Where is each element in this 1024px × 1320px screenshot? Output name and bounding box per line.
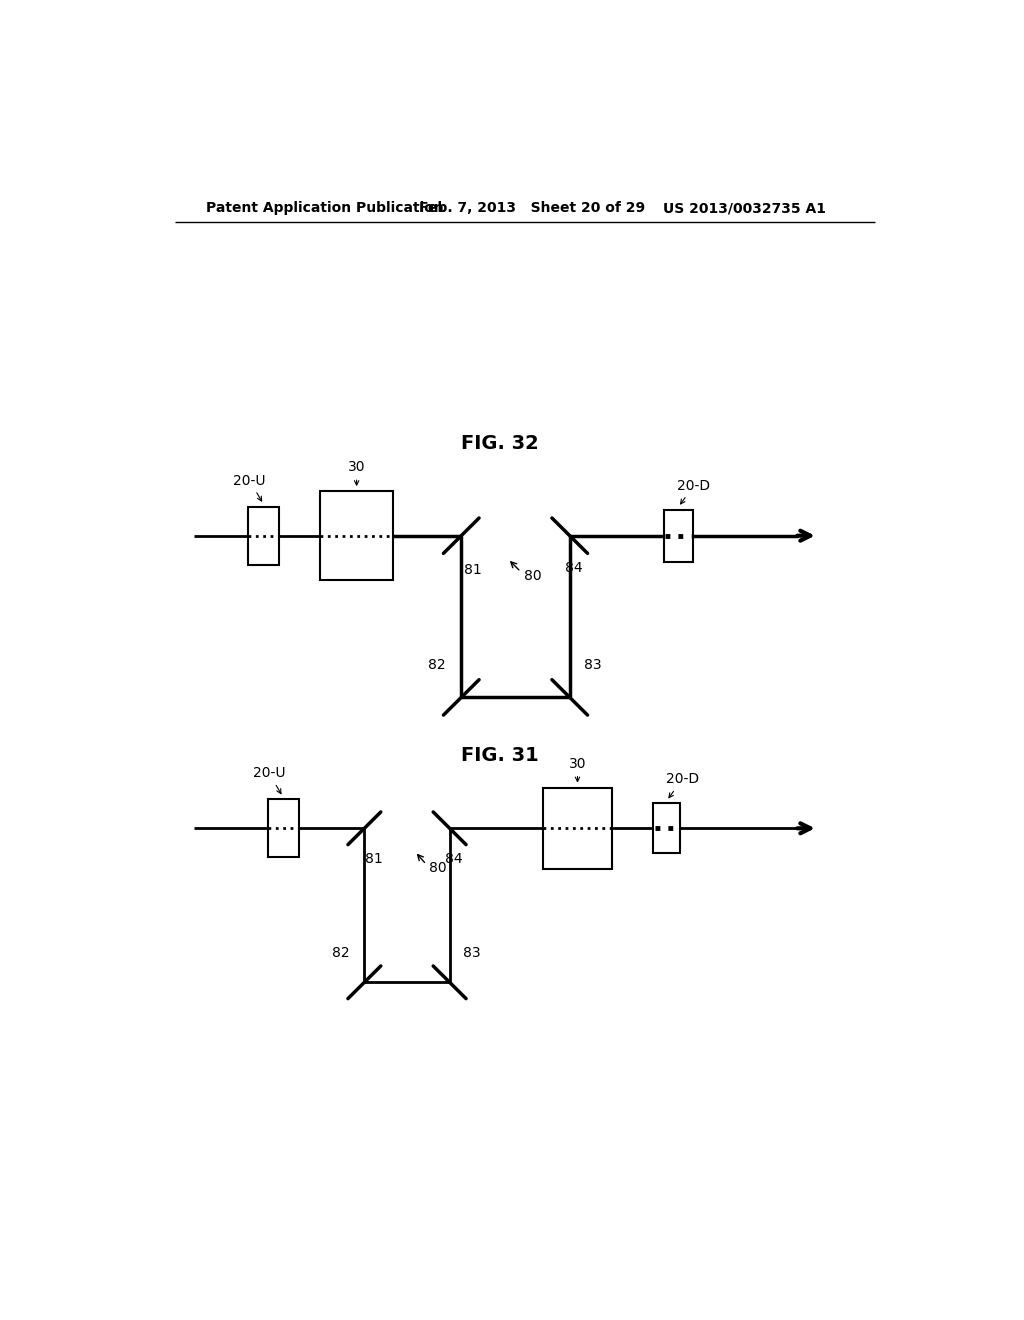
Bar — [267, 800, 299, 857]
Bar — [319, 491, 393, 579]
Text: 84: 84 — [565, 561, 583, 576]
Text: 83: 83 — [584, 659, 602, 672]
Text: 83: 83 — [463, 946, 480, 960]
Text: 81: 81 — [464, 564, 481, 577]
Text: US 2013/0032735 A1: US 2013/0032735 A1 — [663, 202, 825, 215]
Text: FIG. 32: FIG. 32 — [461, 434, 539, 453]
Bar — [664, 510, 693, 562]
Bar — [543, 788, 612, 869]
Text: 30: 30 — [568, 756, 587, 781]
Text: 20-D: 20-D — [666, 772, 698, 797]
Text: FIG. 31: FIG. 31 — [461, 746, 539, 764]
Text: 80: 80 — [523, 569, 542, 582]
Bar — [653, 804, 680, 853]
Text: 20-U: 20-U — [233, 474, 266, 502]
Text: 82: 82 — [333, 946, 350, 960]
Bar — [248, 507, 280, 565]
Text: 20-D: 20-D — [677, 479, 711, 504]
Text: 81: 81 — [365, 853, 383, 866]
Text: 84: 84 — [444, 853, 462, 866]
Text: 82: 82 — [428, 659, 445, 672]
Text: Feb. 7, 2013   Sheet 20 of 29: Feb. 7, 2013 Sheet 20 of 29 — [419, 202, 645, 215]
Text: 30: 30 — [348, 461, 366, 484]
Text: Patent Application Publication: Patent Application Publication — [206, 202, 443, 215]
Text: 20-U: 20-U — [253, 766, 286, 793]
Text: 80: 80 — [429, 862, 446, 875]
